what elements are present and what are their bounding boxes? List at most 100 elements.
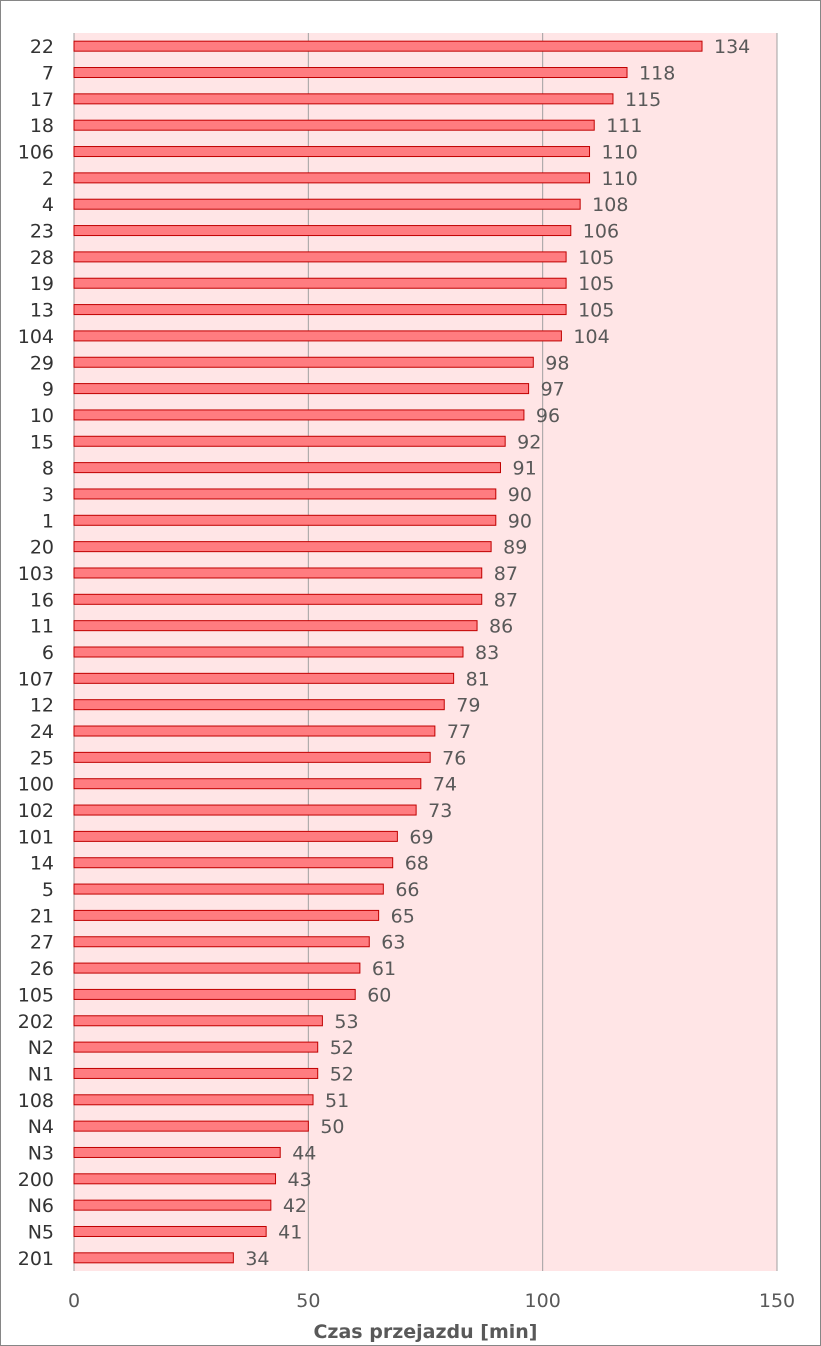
data-label: 68 [405,853,429,875]
data-label: 98 [545,352,569,374]
bar [73,1225,267,1237]
data-label: 105 [578,273,614,295]
data-label: 73 [428,800,452,822]
data-label: 110 [602,142,638,164]
data-label: 105 [578,300,614,322]
bar [73,225,572,237]
data-label: 87 [494,563,518,585]
bar [73,778,422,790]
bar [73,304,567,316]
bar [73,541,492,553]
data-label: 69 [409,826,433,848]
category-label: 201 [18,1248,54,1270]
bar [73,1067,319,1079]
category-label: 23 [30,221,54,243]
x-axis-label: Czas przejazdu [min] [313,1321,537,1343]
category-label: 5 [42,879,54,901]
data-label: 66 [395,879,419,901]
data-label: 104 [573,326,609,348]
bar [73,277,567,289]
category-label: 101 [18,826,54,848]
bar [73,857,394,869]
data-label: 118 [639,63,675,85]
category-label: 7 [42,63,54,85]
data-label: 90 [508,484,532,506]
bar [73,988,356,1000]
category-label: 29 [30,352,54,374]
bar [73,593,483,605]
bar [73,119,595,131]
category-label: 9 [42,379,54,401]
category-label: 28 [30,247,54,269]
category-label: N2 [28,1037,54,1059]
category-label: 2 [42,168,54,190]
category-label: 11 [30,616,54,638]
data-label: 81 [466,668,490,690]
bar [73,488,497,500]
bar [73,1120,309,1132]
bar [73,409,525,421]
bar [73,146,591,158]
x-tick-labels: 0 50 100 150 [68,1290,795,1312]
bar [73,830,398,842]
bar [73,251,567,263]
bar [73,620,478,632]
data-label: 76 [442,747,466,769]
data-label: 79 [456,695,480,717]
category-label: N1 [28,1063,54,1085]
bar [73,1146,281,1158]
bars-group [73,40,703,1264]
bar [73,699,445,711]
category-label: 22 [30,36,54,58]
category-label: N5 [28,1221,54,1243]
category-label: N4 [28,1116,54,1138]
category-label: 18 [30,115,54,137]
bar [73,725,436,737]
category-label: 26 [30,958,54,980]
category-label: 25 [30,747,54,769]
bar [73,1041,319,1053]
data-label: 89 [503,537,527,559]
category-label: 4 [42,194,54,216]
bar [73,646,464,658]
data-label: 60 [367,984,391,1006]
category-label: 20 [30,537,54,559]
category-label: 21 [30,905,54,927]
category-label: 107 [18,668,54,690]
data-label: 83 [475,642,499,664]
bar [73,962,361,974]
bar [73,330,562,342]
category-label: N3 [28,1142,54,1164]
bar [73,67,628,79]
category-label: 105 [18,984,54,1006]
data-label: 34 [245,1248,269,1270]
data-label: 96 [536,405,560,427]
bar [73,40,703,52]
data-label: 90 [508,510,532,532]
data-label: 77 [447,721,471,743]
data-label: 87 [494,589,518,611]
category-label: 102 [18,800,54,822]
category-label: 103 [18,563,54,585]
category-label: 17 [30,89,54,111]
bar [73,751,431,763]
data-label: 134 [714,36,750,58]
data-label: 52 [330,1037,354,1059]
category-label: 19 [30,273,54,295]
category-label: N6 [28,1195,54,1217]
bar [73,198,581,210]
category-label: 16 [30,589,54,611]
bar [73,909,380,921]
category-label: 8 [42,458,54,480]
bar [73,383,530,395]
data-label: 61 [372,958,396,980]
category-label: 10 [30,405,54,427]
data-label: 63 [381,932,405,954]
data-label: 43 [288,1169,312,1191]
bar [73,804,417,816]
data-label: 111 [606,115,642,137]
bar [73,462,501,474]
bar [73,1094,314,1106]
